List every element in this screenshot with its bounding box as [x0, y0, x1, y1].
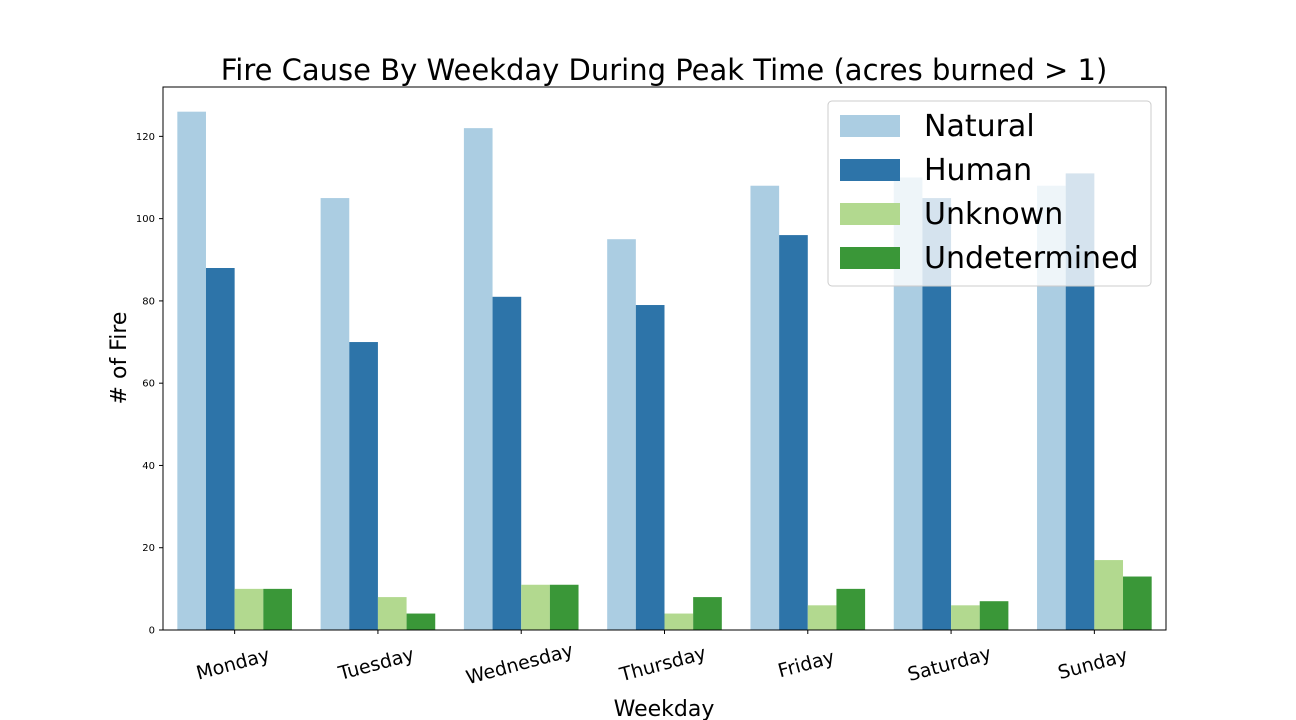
legend-swatch-natural	[840, 115, 900, 137]
bar-undetermined-tuesday	[406, 613, 436, 630]
bar-natural-wednesday	[463, 128, 493, 631]
x-axis-label: Weekday	[614, 697, 715, 720]
bar-unknown-monday	[234, 588, 264, 630]
legend-swatch-unknown	[840, 203, 900, 225]
bar-human-wednesday	[492, 296, 522, 630]
legend-label-unknown: Unknown	[924, 197, 1063, 232]
bar-undetermined-sunday	[1123, 576, 1152, 630]
bar-undetermined-wednesday	[549, 584, 579, 630]
y-tick-label: 60	[142, 379, 155, 390]
bar-natural-monday	[177, 111, 206, 630]
bar-unknown-sunday	[1094, 560, 1124, 630]
bar-human-monday	[205, 268, 235, 630]
bar-natural-friday	[750, 185, 780, 630]
legend-swatch-undetermined	[840, 247, 900, 269]
legend-swatch-human	[840, 159, 900, 181]
bar-natural-thursday	[607, 239, 636, 631]
bar-undetermined-monday	[263, 588, 292, 630]
bars-group	[177, 111, 1152, 631]
bar-unknown-saturday	[951, 605, 980, 630]
y-axis-label: # of Fire	[107, 312, 132, 405]
y-tick-label: 40	[142, 461, 155, 472]
legend-label-natural: Natural	[924, 109, 1035, 144]
y-tick-label: 80	[142, 296, 155, 307]
legend-label-human: Human	[924, 153, 1032, 188]
bar-undetermined-friday	[836, 588, 866, 630]
y-tick-label: 120	[136, 132, 155, 143]
y-tick-label: 100	[136, 214, 155, 225]
bar-human-friday	[779, 235, 808, 630]
chart-title: Fire Cause By Weekday During Peak Time (…	[221, 53, 1108, 87]
legend-label-undetermined: Undetermined	[924, 241, 1139, 276]
bar-undetermined-thursday	[693, 597, 722, 630]
bar-unknown-wednesday	[521, 584, 550, 630]
bar-human-thursday	[635, 305, 665, 630]
bar-unknown-friday	[807, 605, 837, 630]
y-tick-label: 20	[142, 543, 155, 554]
y-axis: 0 20 40 60 80 100 120	[136, 132, 163, 637]
bar-undetermined-saturday	[979, 601, 1009, 630]
bar-unknown-tuesday	[377, 597, 407, 630]
bar-unknown-thursday	[664, 613, 694, 630]
legend-box	[827, 100, 1152, 287]
bar-human-tuesday	[349, 342, 378, 630]
bar-natural-tuesday	[320, 198, 350, 630]
y-tick-label: 0	[149, 626, 155, 637]
legend: Natural Human Unknown Undetermined	[827, 100, 1152, 287]
